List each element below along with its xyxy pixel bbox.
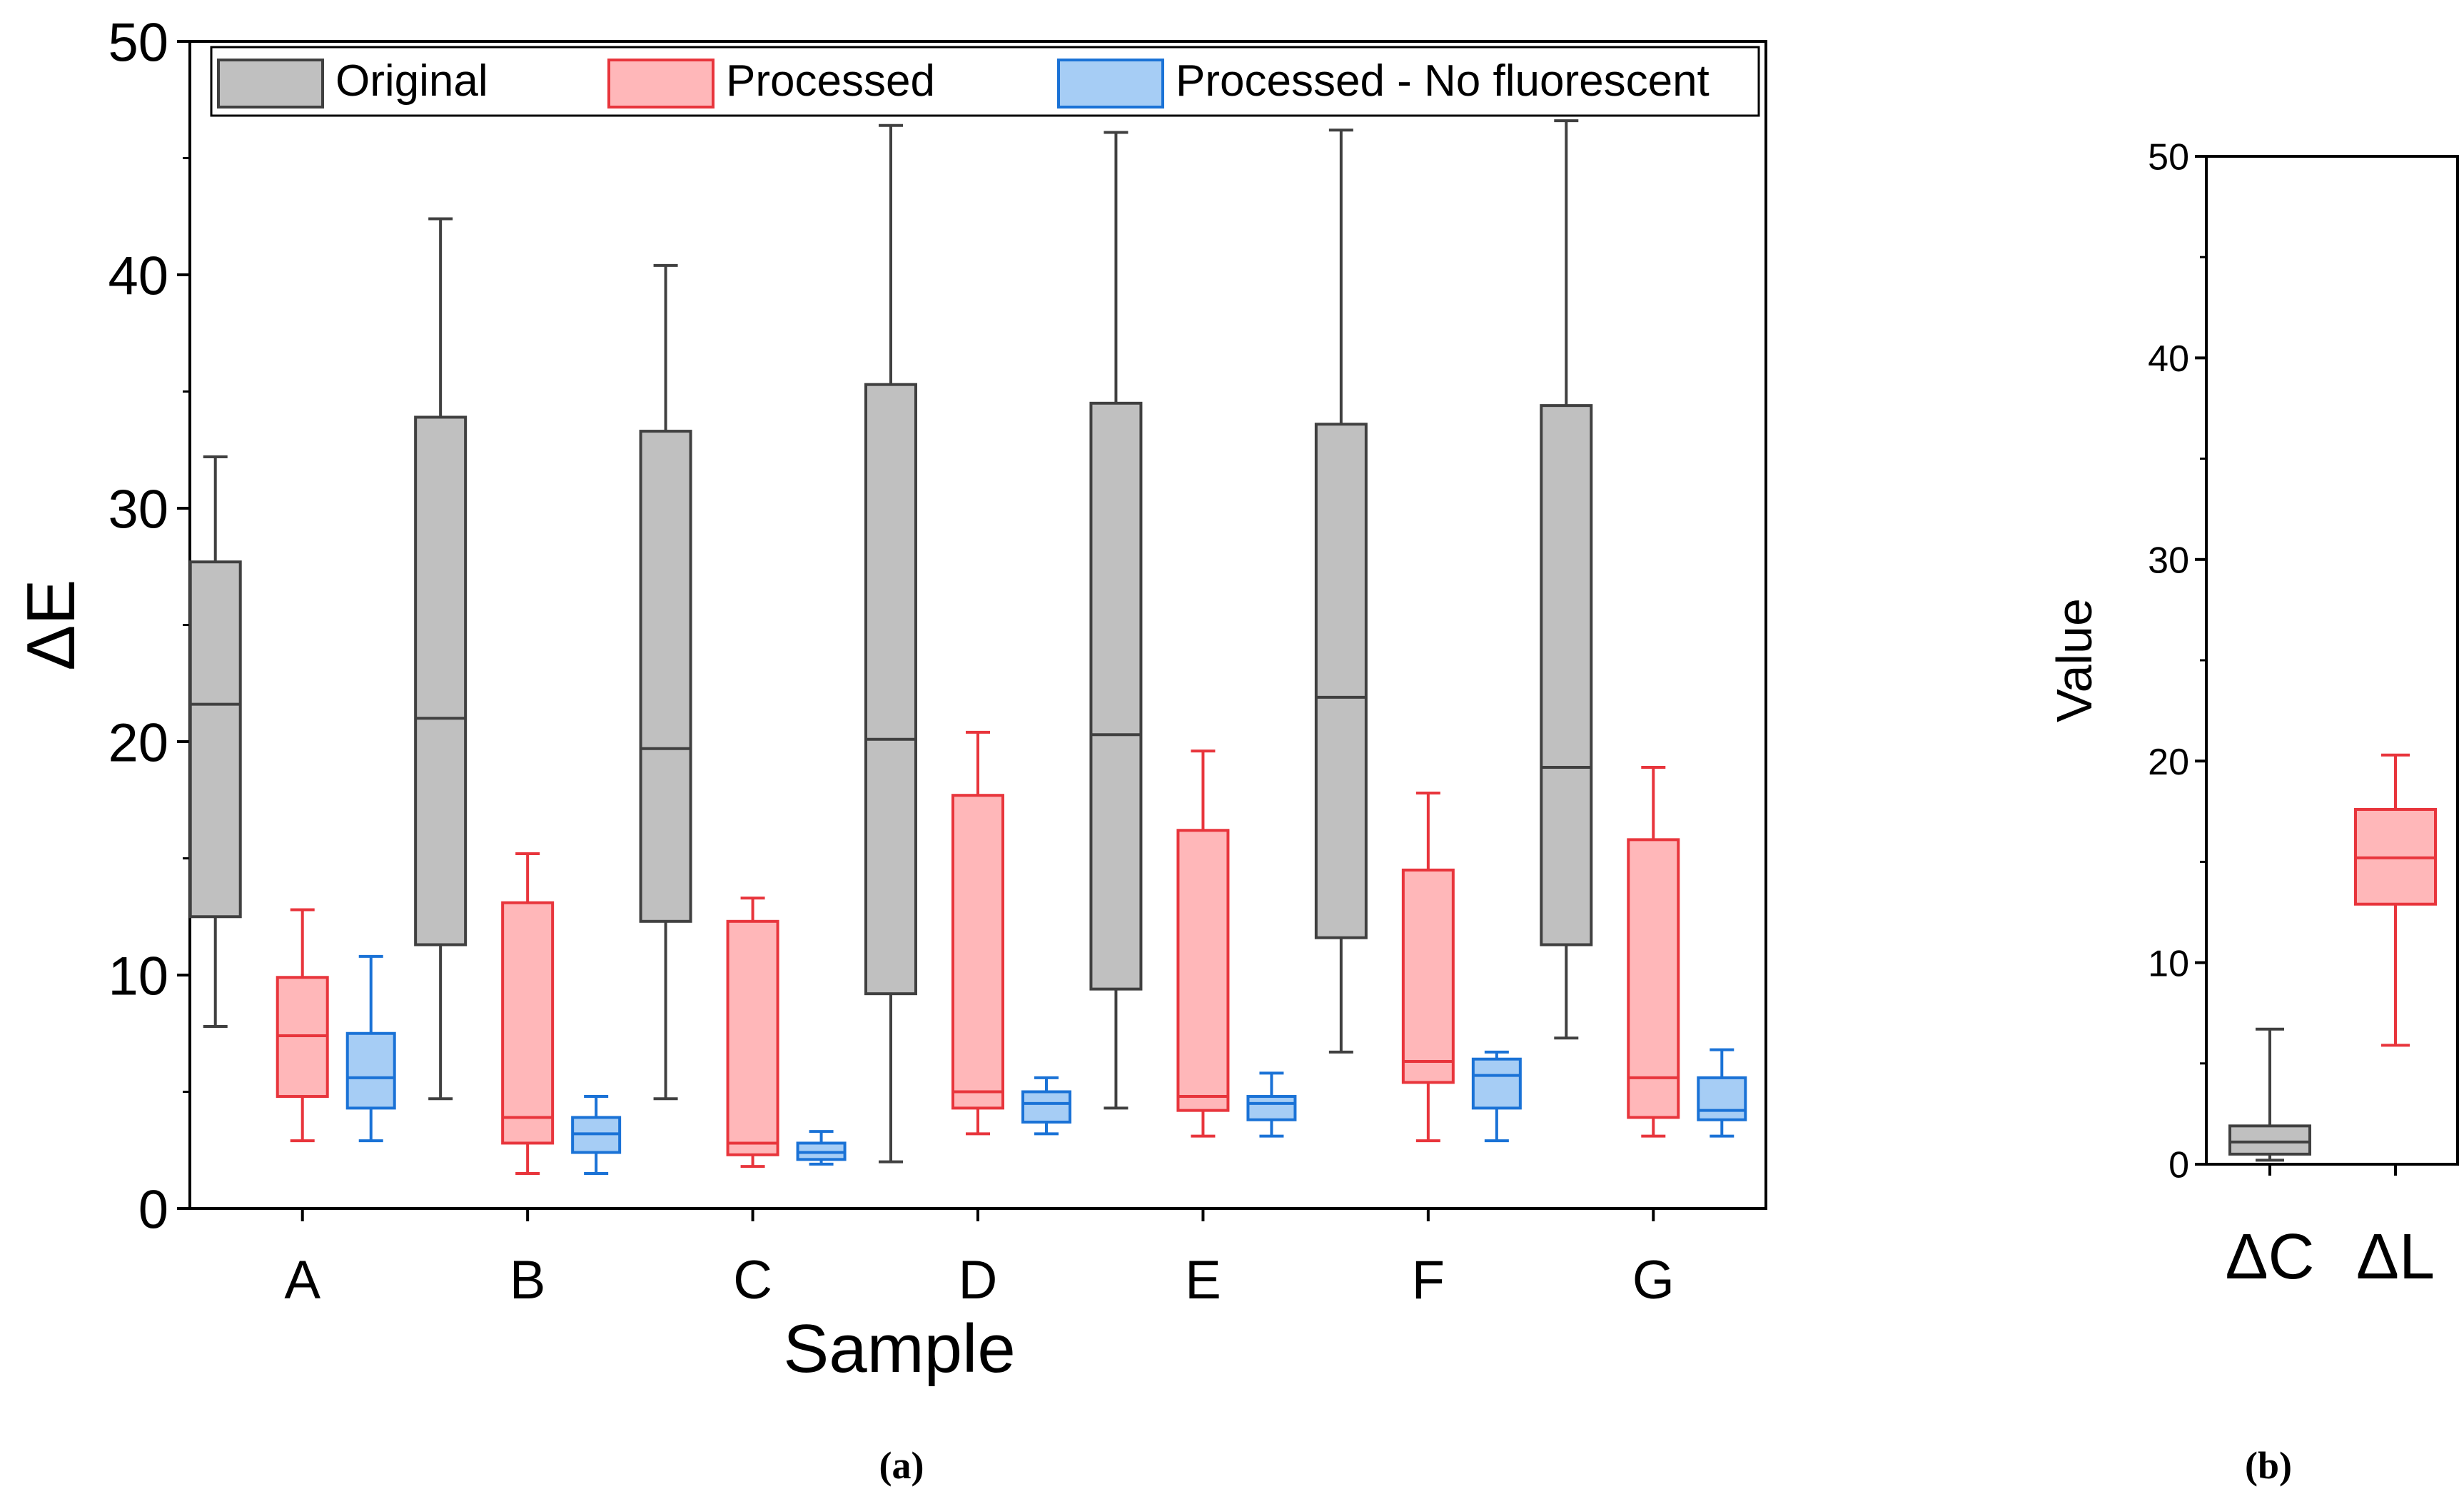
iqr-box [1627, 838, 1680, 1119]
x-tick-label: C [733, 1250, 772, 1311]
legend-label: Original [335, 56, 488, 106]
x-tick-label: F [1412, 1250, 1445, 1311]
y-tick-label: 0 [2168, 1145, 2189, 1186]
processed-b-box [501, 852, 555, 1175]
y-tick-label: 20 [2148, 742, 2189, 783]
legend-item: Processed - No fluorescent [1057, 56, 1710, 108]
legend-label: Processed [726, 56, 935, 106]
original-b-box [414, 217, 468, 1101]
y-tick-label: 10 [108, 946, 168, 1006]
original-e-box [1089, 131, 1143, 1110]
processed-no-fluorescent-b-box [571, 1095, 622, 1175]
x-tick-label: B [510, 1250, 546, 1311]
iqr-box [726, 919, 779, 1156]
y-tick-label: 0 [138, 1179, 168, 1240]
plot-frame [2205, 155, 2459, 1166]
y-tick-label: 20 [108, 712, 168, 773]
iqr-box [188, 560, 242, 919]
processed-no-fluorescent-c-box [796, 1130, 847, 1166]
iqr-box [1314, 423, 1368, 939]
original-f-box [1314, 128, 1368, 1054]
iqr-box [1401, 868, 1455, 1084]
processed-no-fluorescent-a-box [345, 954, 396, 1143]
iqr-box [1540, 404, 1593, 947]
iqr-box [414, 415, 468, 947]
iqr-box [1246, 1095, 1297, 1121]
processed-f-box [1401, 791, 1455, 1143]
legend-item: Original [217, 56, 488, 108]
panel-b-caption: (b) [2245, 1444, 2292, 1487]
iqr-box [1089, 401, 1143, 991]
x-tick-label: G [1632, 1250, 1675, 1311]
processed-c-box [726, 897, 779, 1169]
iqr-box [1697, 1076, 1747, 1121]
y-axis-title: ΔE [13, 579, 89, 670]
processed-e-box [1176, 749, 1230, 1138]
iqr-box [864, 383, 917, 996]
x-axis-title: Sample [783, 1311, 1016, 1387]
x-tick-label: E [1185, 1250, 1221, 1311]
processed-g-box [1627, 765, 1680, 1138]
processed-no-fluorescent-d-box [1021, 1076, 1071, 1136]
y-axis-title: Value [2046, 598, 2102, 722]
iqr-box [1471, 1057, 1522, 1110]
legend-item: Processed [607, 56, 935, 108]
processed-no-fluorescent-f-box [1471, 1050, 1522, 1143]
panel-a-caption: (a) [879, 1444, 924, 1487]
x-tick-label: ΔL [2356, 1221, 2435, 1293]
iqr-box [639, 430, 692, 923]
original-g-box [1540, 119, 1593, 1040]
x-tick-label: A [284, 1250, 320, 1311]
processed-no-fluorescent-e-box [1246, 1071, 1297, 1138]
legend-swatch [217, 59, 324, 108]
y-tick-label: 30 [2148, 540, 2189, 582]
y-tick-label: 10 [2148, 943, 2189, 984]
y-tick-label: 40 [108, 246, 168, 306]
y-tick-label: 50 [2148, 137, 2189, 178]
iqr-box [1021, 1090, 1071, 1124]
original-a-box [188, 455, 242, 1028]
legend-swatch [607, 59, 715, 108]
processed-d-box [951, 730, 1004, 1136]
y-tick-label: 40 [2148, 338, 2189, 380]
panel-a-chart: 0 10 20 30 40 50 A B C D E F G Sample ΔE Original Proces… [13, 12, 1767, 1387]
legend: Original Processed Processed - No fluoresc… [210, 46, 1760, 117]
iqr-box [1176, 829, 1230, 1112]
iqr-box [951, 794, 1004, 1110]
original-c-box [639, 263, 692, 1101]
x-tick-label: ΔC [2225, 1221, 2314, 1293]
iqr-box [345, 1031, 396, 1110]
original-d-box [864, 123, 917, 1164]
x-tick-label: D [959, 1250, 998, 1311]
y-tick-label: 30 [108, 479, 168, 540]
processed-no-fluorescent-g-box [1697, 1048, 1747, 1138]
legend-label: Processed - No fluorescent [1176, 56, 1710, 106]
iqr-box [501, 901, 555, 1145]
legend-swatch [1057, 59, 1164, 108]
processed-a-box [276, 908, 329, 1143]
box-1-box [2354, 753, 2437, 1047]
panel-b-chart: 0 10 20 30 40 50 ΔC ΔL Value [2046, 137, 2459, 1293]
box-0-box [2228, 1027, 2311, 1162]
iqr-box [2228, 1124, 2311, 1156]
legend-frame [210, 46, 1760, 117]
y-tick-label: 50 [108, 12, 168, 73]
